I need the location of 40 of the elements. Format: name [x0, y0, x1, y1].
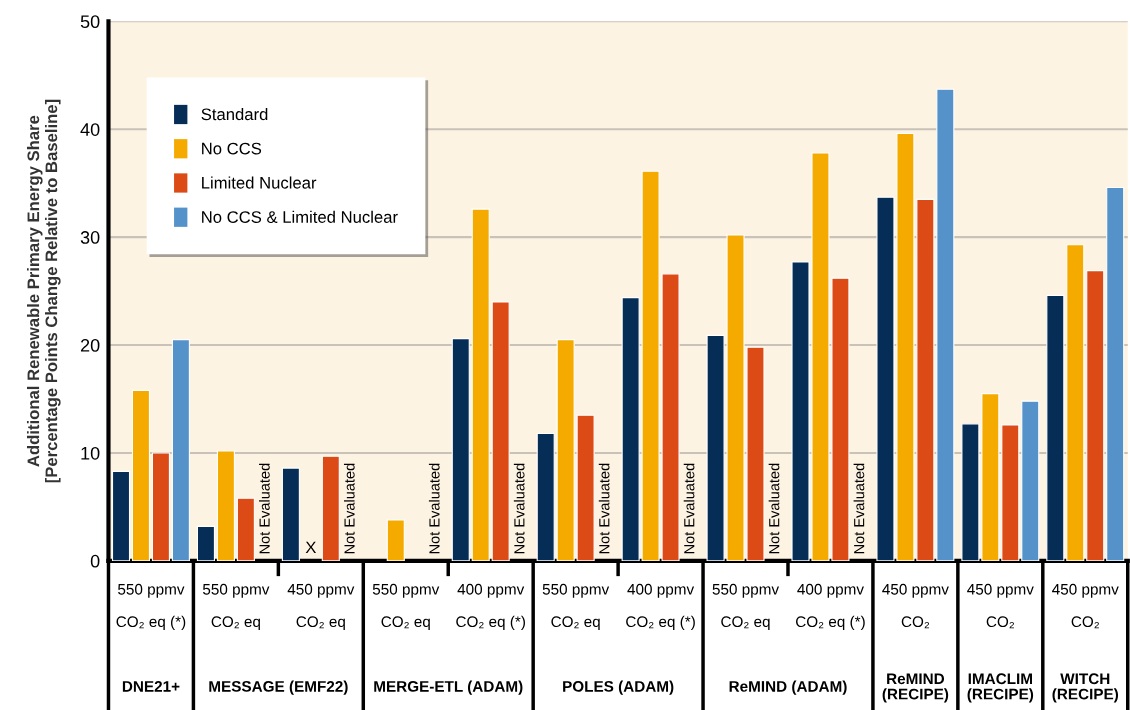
annotation: Not Evaluated — [343, 463, 355, 554]
x-tick-label: 400 ppmv CO₂ eq (*) — [626, 583, 695, 631]
annotation: Not Evaluated — [259, 463, 270, 554]
legend-label: No CCS & Limited Nuclear — [202, 210, 398, 223]
category-label: 550 ppmv CO₂ eq — [712, 583, 780, 631]
annotation: Not Evaluated — [598, 463, 610, 554]
text: MERGE-ETL (ADAM) — [374, 680, 523, 695]
y-tick-label: 50 — [80, 15, 100, 29]
legend-label: Limited Nuclear — [202, 176, 317, 189]
y-tick-label: 40 — [80, 123, 100, 136]
x-tick-label: 550 ppmv CO₂ eq (*) — [116, 583, 186, 631]
y-tick-label: 20 — [80, 338, 100, 352]
y-tick-label: 0 — [90, 554, 100, 568]
category-label: 450 ppmv CO₂ — [882, 583, 949, 629]
annotation: X — [305, 541, 317, 554]
x-tick-label: 400 ppmv CO₂ eq (*) — [796, 583, 865, 631]
category-label: 450 ppmv CO₂ — [1052, 583, 1119, 629]
text: POLES (ADAM) — [563, 680, 674, 695]
annotation: Not Evaluated — [768, 463, 780, 554]
annotation: Not Evaluated — [683, 463, 695, 554]
category-label: 550 ppmv CO₂ eq — [372, 583, 440, 631]
annotation: Not Evaluated — [513, 463, 525, 554]
text: ReMIND (ADAM) — [729, 680, 847, 695]
legend-label: Standard — [201, 107, 268, 121]
text: WITCH (RECIPE) — [1052, 673, 1119, 703]
category-label: 450 ppmv CO₂ eq — [287, 583, 355, 631]
annotation: Not Evaluated — [853, 463, 865, 554]
category-label: 550 ppmv CO₂ eq — [542, 583, 610, 631]
x-tick-label: 400 ppmv CO₂ eq (*) — [456, 583, 525, 631]
text: MESSAGE (EMF22) — [209, 680, 348, 695]
y-axis-title: Additional Renewable Primary Energy Share [Percentage Points Change Relative to Baseline] — [26, 99, 61, 483]
y-tick-label: 30 — [80, 231, 100, 244]
text: ReMIND (RECIPE) — [882, 673, 949, 703]
text: IMACLIM (RECIPE) — [967, 673, 1034, 703]
y-tick-label: 10 — [81, 446, 100, 460]
legend-label: No CCS — [202, 142, 262, 155]
text: DNE21+ — [122, 680, 180, 692]
category-label: 550 ppmv CO₂ eq — [202, 583, 270, 631]
category-label: 450 ppmv CO₂ — [967, 583, 1034, 629]
annotation: Not Evaluated — [428, 463, 440, 554]
